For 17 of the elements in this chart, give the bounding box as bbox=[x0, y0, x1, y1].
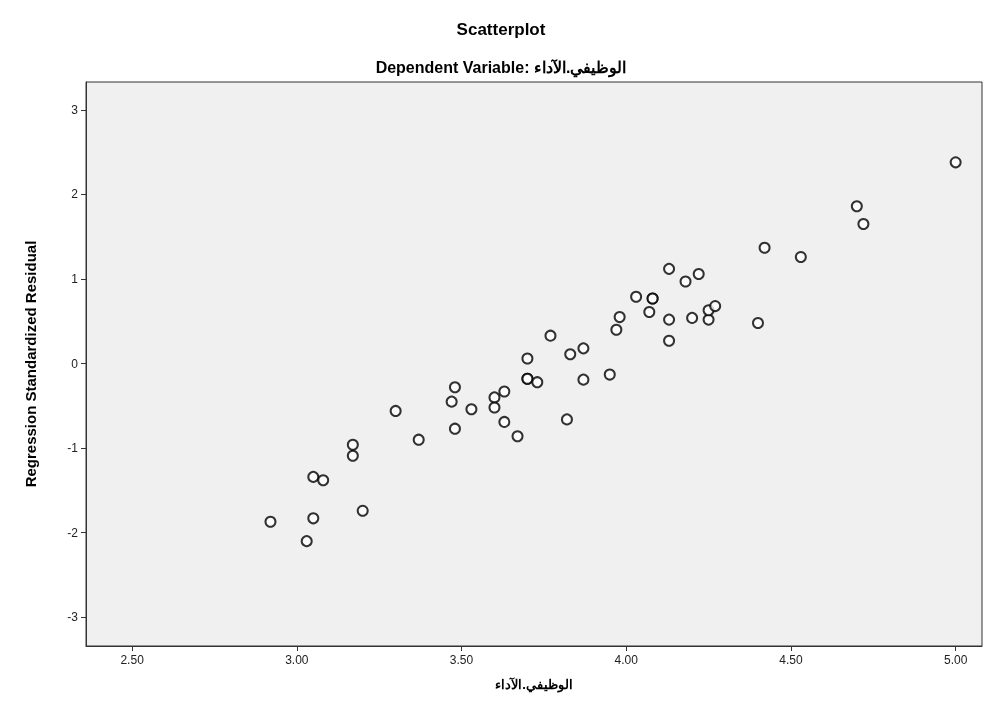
y-tick-label: 3 bbox=[71, 102, 79, 117]
chart-title: Scatterplot bbox=[456, 20, 546, 39]
x-tick-label: 4.50 bbox=[779, 653, 803, 667]
y-tick-label: 1 bbox=[71, 272, 79, 287]
x-tick-label: 3.50 bbox=[449, 653, 474, 667]
y-tick-label: -1 bbox=[67, 441, 79, 456]
x-tick-label: 5.00 bbox=[943, 653, 968, 667]
x-tick-label: 2.50 bbox=[120, 653, 145, 667]
x-tick-label: 3.00 bbox=[285, 653, 309, 667]
y-tick-label: 0 bbox=[71, 356, 79, 371]
y-tick-label: -2 bbox=[67, 525, 79, 540]
x-tick-label: 4.00 bbox=[614, 653, 639, 667]
y-tick-label: -3 bbox=[67, 610, 79, 625]
x-axis-title: الوظيفي.الآداء bbox=[495, 677, 573, 693]
chart-subtitle: Dependent Variable: الوظيفي.الآداء bbox=[375, 57, 627, 78]
y-axis-title: Regression Standardized Residual bbox=[22, 240, 39, 488]
y-tick-label: 2 bbox=[71, 187, 79, 202]
